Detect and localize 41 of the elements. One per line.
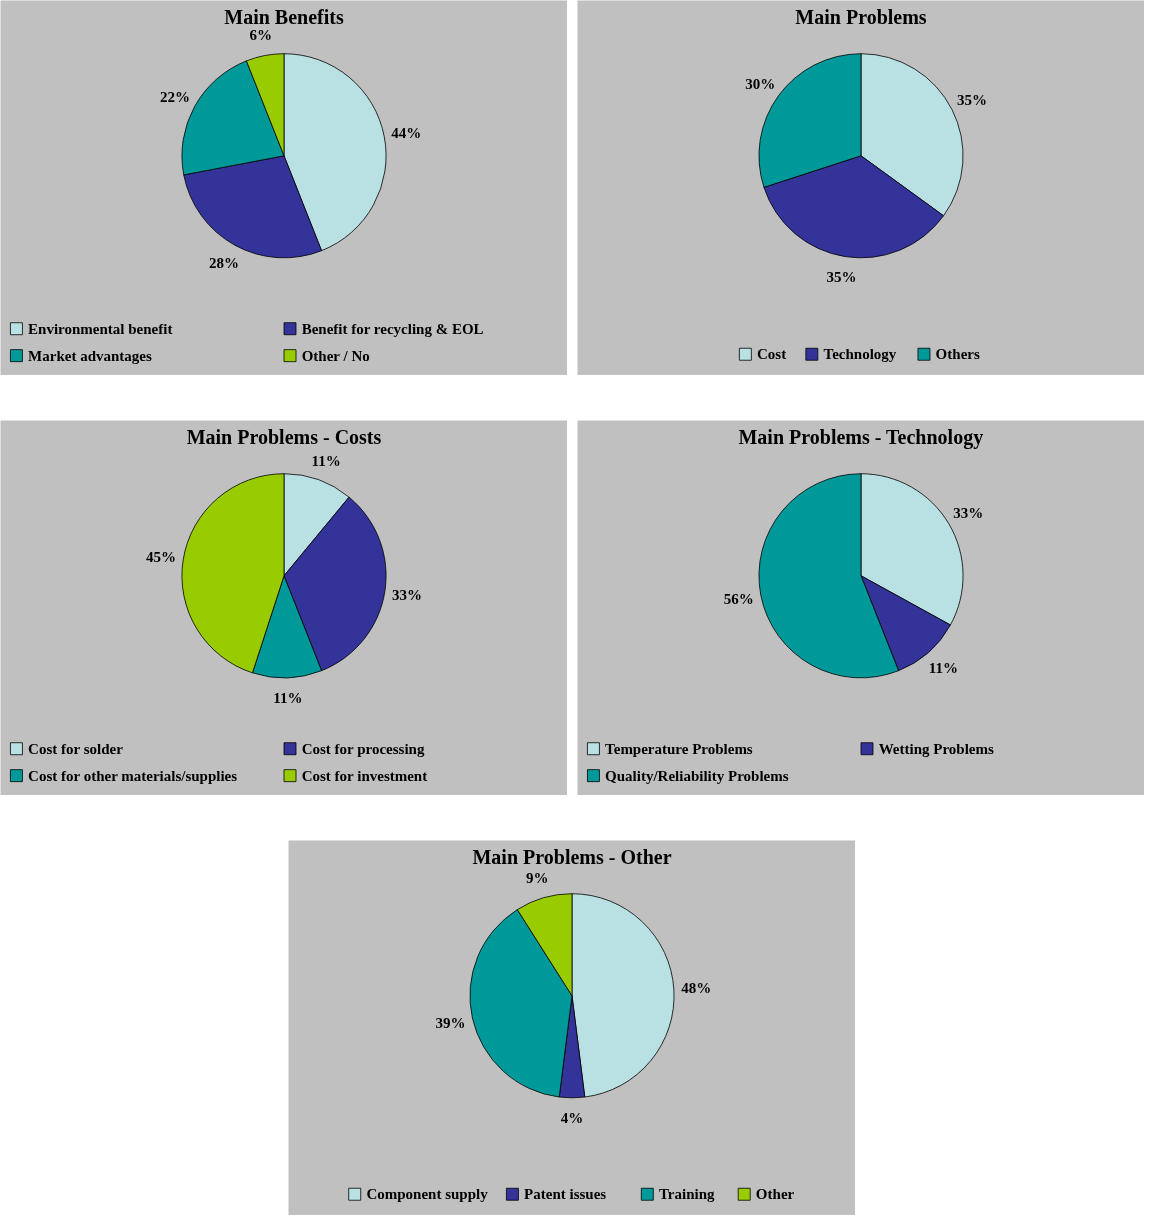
legend-label: Component supply: [366, 1186, 489, 1203]
data-label: 44%: [391, 124, 422, 141]
chart-title: Main Problems - Other: [472, 845, 672, 868]
chart-title: Main Problems: [795, 5, 927, 28]
data-label: 33%: [391, 586, 422, 603]
legend-label: Cost: [757, 346, 787, 363]
data-label: 33%: [953, 505, 984, 522]
data-label: 9%: [526, 870, 549, 887]
legend-label: Benefit for recycling & EOL: [301, 320, 484, 337]
legend-label: Environmental benefit: [28, 320, 173, 337]
legend-label: Other / No: [301, 347, 370, 364]
data-label: 11%: [311, 452, 341, 469]
legend-label: Cost for solder: [28, 740, 124, 757]
data-label: 11%: [273, 690, 303, 707]
data-label: 4%: [560, 1110, 584, 1127]
legend-label: Technology: [823, 346, 897, 363]
legend-label: Cost for other materials/supplies: [28, 767, 238, 784]
legend-label: Wetting Problems: [878, 740, 994, 757]
legend-label: Cost for investment: [301, 767, 428, 784]
data-label: 56%: [723, 590, 754, 607]
legend-label: Quality/Reliability Problems: [605, 767, 789, 784]
data-label: 30%: [745, 75, 776, 92]
data-label: 48%: [681, 980, 712, 997]
data-label: 39%: [435, 1014, 466, 1031]
data-label: 11%: [928, 659, 958, 676]
legend-label: Temperature Problems: [605, 740, 753, 757]
legend-label: Market advantages: [28, 347, 152, 364]
data-label: 35%: [956, 92, 987, 109]
data-label: 28%: [209, 255, 240, 272]
legend-label: Training: [658, 1186, 716, 1203]
legend-label: Patent issues: [524, 1186, 607, 1203]
chart-title: Main Problems - Technology: [738, 425, 984, 449]
data-label: 45%: [146, 548, 177, 565]
data-label: 6%: [249, 27, 272, 44]
chart-title: Main Problems - Costs: [186, 425, 382, 448]
legend-label: Other: [755, 1186, 795, 1203]
chart-title: Main Benefits: [224, 5, 344, 28]
legend-label: Cost for processing: [301, 740, 425, 757]
legend-label: Others: [935, 346, 980, 363]
data-label: 35%: [826, 268, 857, 285]
data-label: 22%: [159, 88, 190, 105]
